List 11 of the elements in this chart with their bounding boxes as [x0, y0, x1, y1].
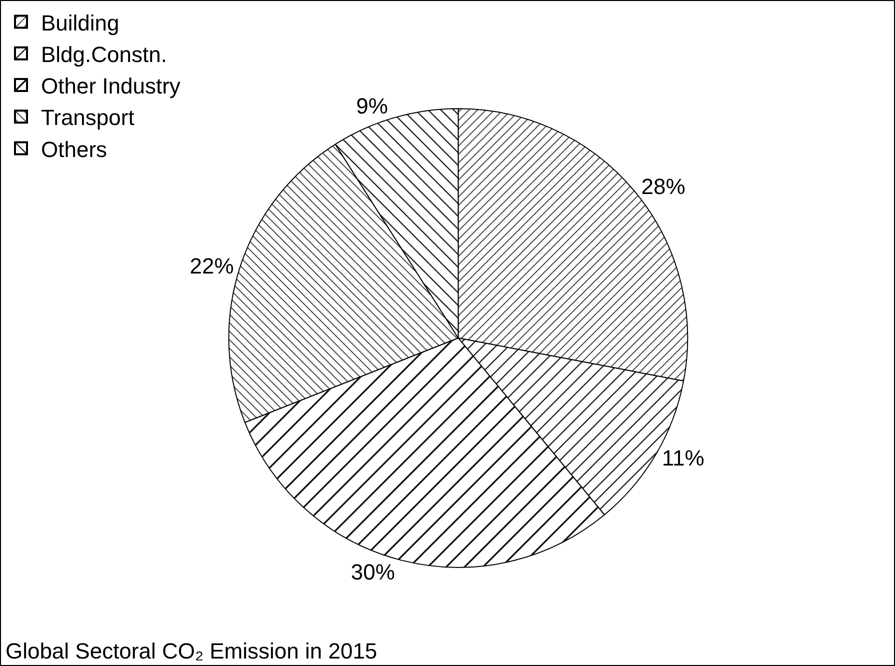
legend-label: Transport: [41, 105, 134, 130]
legend-label: Other Industry: [41, 74, 180, 99]
data-label: 22%: [190, 253, 234, 278]
text: Global Sectoral CO₂ Emission in 2015: [5, 638, 378, 664]
data-label: 30%: [350, 559, 395, 584]
legend-label: Bldg.Constn.: [41, 42, 167, 67]
data-label: 9%: [356, 94, 388, 119]
legend-label: Building: [41, 10, 120, 36]
legend-label: Others: [41, 136, 108, 162]
data-label: 28%: [641, 174, 686, 200]
data-label: 11%: [662, 446, 704, 470]
